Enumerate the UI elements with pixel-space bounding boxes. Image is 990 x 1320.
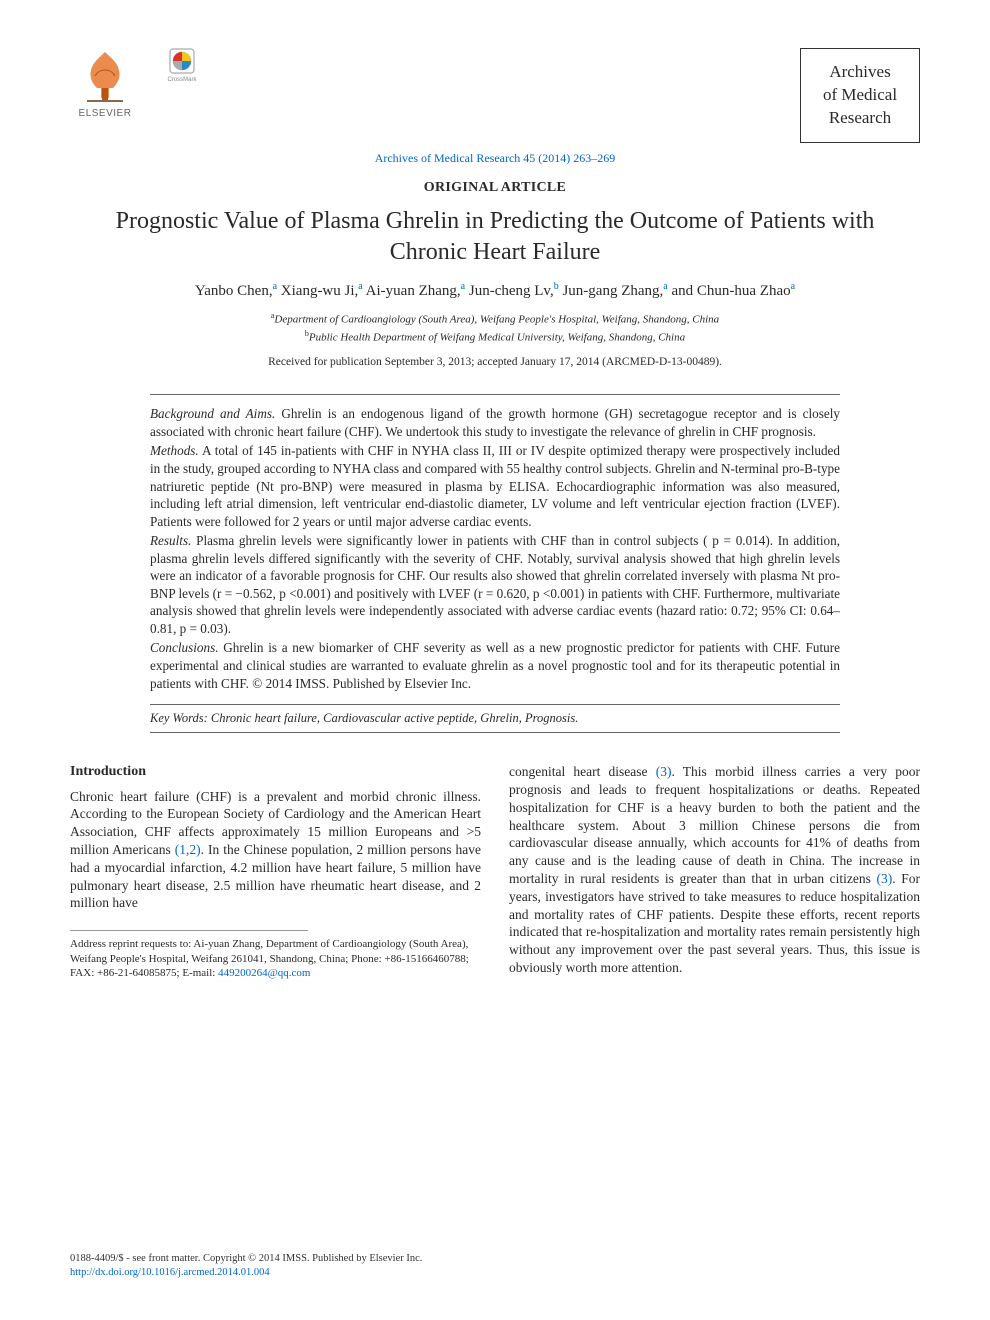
header-row: ELSEVIER CrossMark Archives of Medical R… <box>70 48 920 143</box>
article-type: ORIGINAL ARTICLE <box>70 180 920 196</box>
crossmark-label: CrossMark <box>168 77 197 83</box>
journal-citation-link[interactable]: Archives of Medical Research 45 (2014) 2… <box>70 151 920 166</box>
intro-paragraph: Chronic heart failure (CHF) is a prevale… <box>70 788 481 913</box>
elsevier-label: ELSEVIER <box>79 108 132 119</box>
journal-box-line: Archives <box>815 61 905 84</box>
citation-link[interactable]: (3) <box>877 871 893 886</box>
abstract-results: Results. Plasma ghrelin levels were sign… <box>150 532 840 637</box>
received-line: Received for publication September 3, 20… <box>70 356 920 368</box>
keywords-text: Chronic heart failure, Cardiovascular ac… <box>211 711 578 725</box>
copyright-line: 0188-4409/$ - see front matter. Copyrigh… <box>70 1252 920 1266</box>
abstract-methods: Methods. A total of 145 in-patients with… <box>150 442 840 530</box>
citation-link[interactable]: (3) <box>656 764 672 779</box>
affiliation-b: bPublic Health Department of Weifang Med… <box>70 328 920 346</box>
author-list: Yanbo Chen,a Xiang-wu Ji,a Ai-yuan Zhang… <box>70 281 920 300</box>
column-left: Introduction Chronic heart failure (CHF)… <box>70 763 481 981</box>
body-columns: Introduction Chronic heart failure (CHF)… <box>70 763 920 981</box>
author: Jun-cheng Lv,b <box>469 283 559 299</box>
page-footer: 0188-4409/$ - see front matter. Copyrigh… <box>70 1252 920 1280</box>
author: Ai-yuan Zhang,a <box>366 283 465 299</box>
reprint-address: Address reprint requests to: Ai-yuan Zha… <box>70 937 481 981</box>
intro-paragraph-cont: congenital heart disease (3). This morbi… <box>509 763 920 977</box>
column-right: congenital heart disease (3). This morbi… <box>509 763 920 981</box>
journal-title-box: Archives of Medical Research <box>800 48 920 143</box>
logo-group: ELSEVIER CrossMark <box>70 48 196 119</box>
author: Xiang-wu Ji,a <box>281 283 363 299</box>
introduction-heading: Introduction <box>70 763 481 781</box>
abstract-container: Background and Aims. Ghrelin is an endog… <box>150 394 840 733</box>
author: Jun-gang Zhang,a <box>562 283 667 299</box>
author: Chun-hua Zhaoa <box>697 283 795 299</box>
author: Yanbo Chen,a <box>195 283 277 299</box>
reprint-separator <box>70 930 308 931</box>
crossmark-icon <box>169 48 195 76</box>
abstract-conclusions: Conclusions. Ghrelin is a new biomarker … <box>150 639 840 692</box>
abstract-block: Background and Aims. Ghrelin is an endog… <box>150 394 840 705</box>
elsevier-tree-icon <box>79 48 131 106</box>
keywords-block: Key Words: Chronic heart failure, Cardio… <box>150 705 840 733</box>
reprint-email-link[interactable]: 449200264@qq.com <box>218 967 310 979</box>
elsevier-logo: ELSEVIER <box>70 48 140 119</box>
journal-box-line: of Medical <box>815 84 905 107</box>
doi-link[interactable]: http://dx.doi.org/10.1016/j.arcmed.2014.… <box>70 1267 270 1278</box>
article-title: Prognostic Value of Plasma Ghrelin in Pr… <box>82 206 908 267</box>
crossmark-badge[interactable]: CrossMark <box>168 48 196 83</box>
abstract-background: Background and Aims. Ghrelin is an endog… <box>150 405 840 440</box>
affiliation-a: aDepartment of Cardioangiology (South Ar… <box>70 310 920 328</box>
journal-box-line: Research <box>815 107 905 130</box>
citation-link[interactable]: (1,2) <box>175 842 201 857</box>
